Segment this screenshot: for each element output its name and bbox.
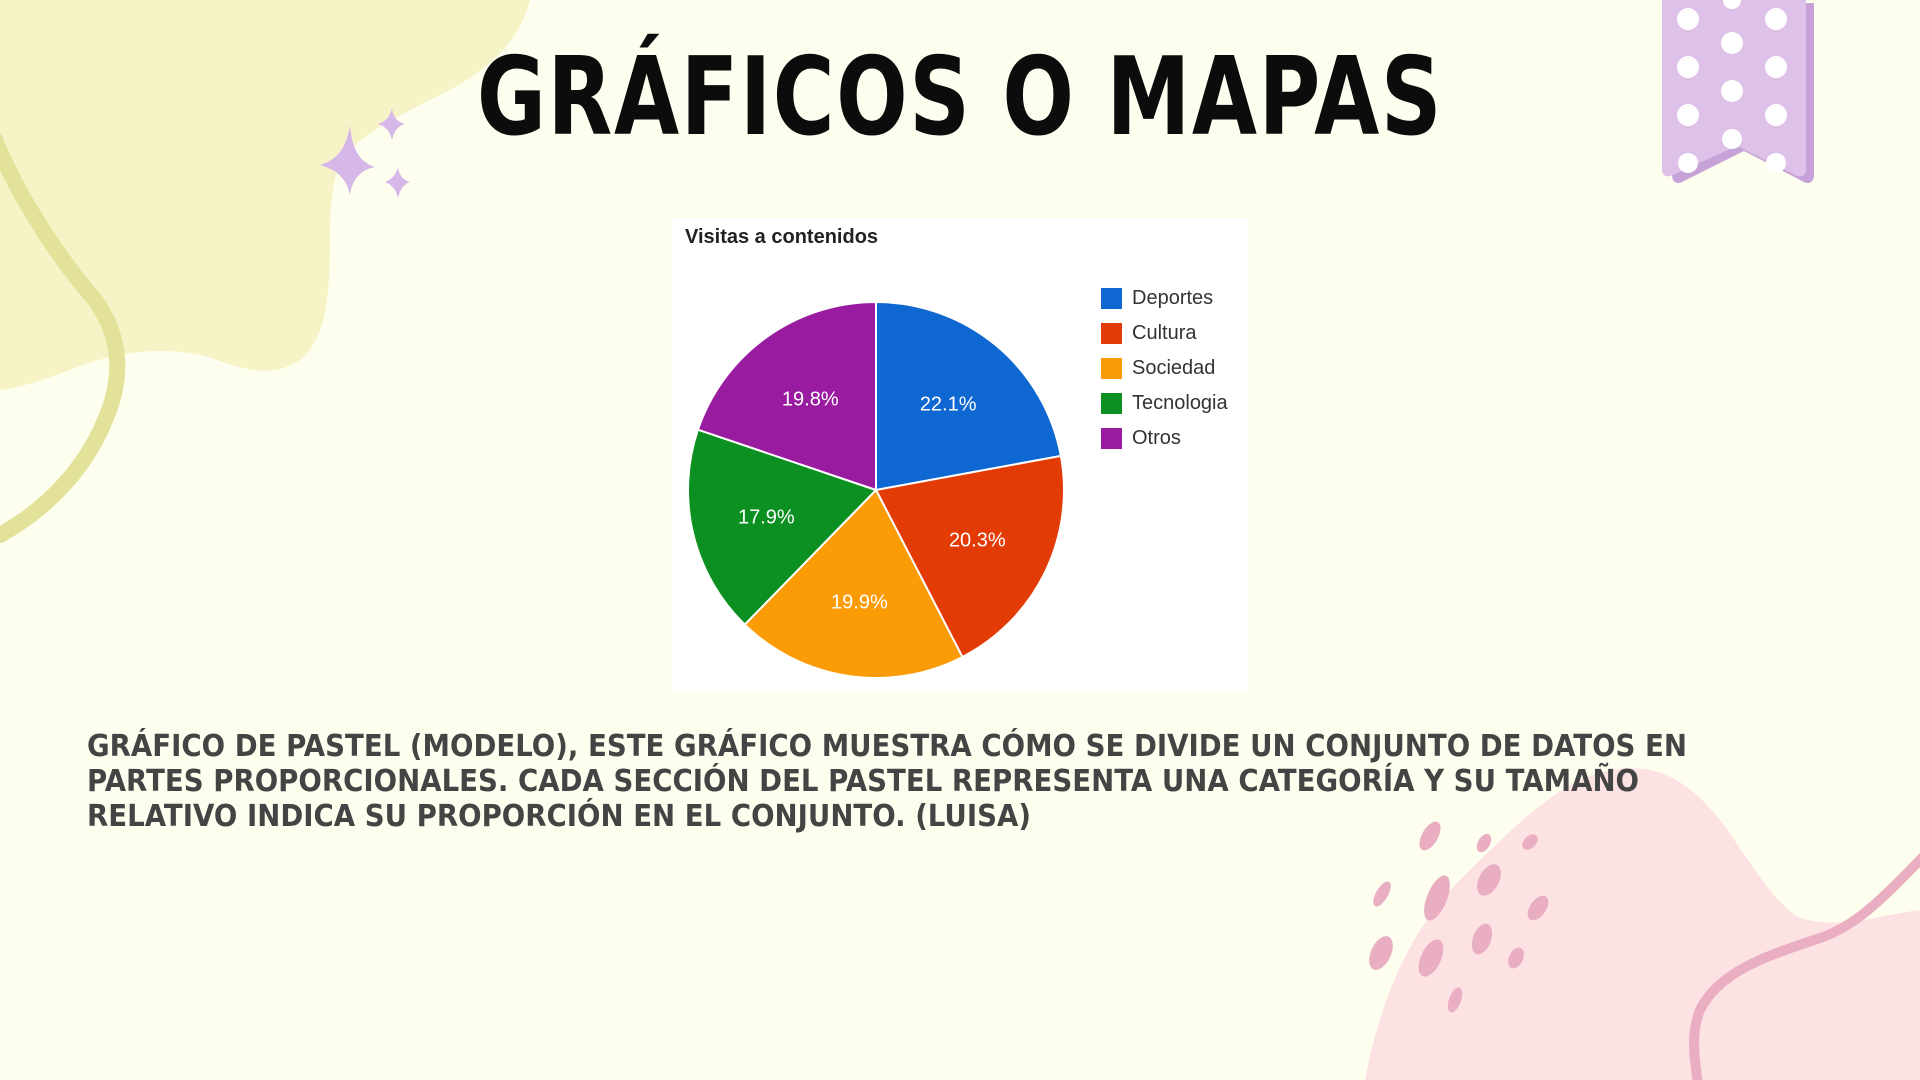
pie-slice-deportes <box>875 300 1063 492</box>
legend-swatch <box>1101 323 1122 344</box>
slide-description: GRÁFICO DE PASTEL (MODELO), ESTE GRÁFICO… <box>87 729 1687 834</box>
pie-slice-cultura <box>874 454 1066 659</box>
legend-item-cultura: Cultura <box>1101 316 1228 351</box>
legend-item-deportes: Deportes <box>1101 281 1228 316</box>
legend-item-sociedad: Sociedad <box>1101 351 1228 386</box>
pie-slice-label: 19.8% <box>782 388 839 410</box>
pie-slice-tecnologia <box>687 428 878 627</box>
chart-legend: Deportes Cultura Sociedad Tecnologia Otr… <box>1101 281 1228 456</box>
pie-slice-label: 22.1% <box>920 393 977 415</box>
pie-slice-label: 17.9% <box>738 506 795 528</box>
pie-slice-label: 19.9% <box>831 592 888 614</box>
slide-title: GRÁFICOS O MAPAS <box>476 35 1444 160</box>
pie-slice-sociedad <box>743 488 964 679</box>
legend-swatch <box>1101 358 1122 379</box>
legend-label: Sociedad <box>1132 357 1216 379</box>
legend-item-otros: Otros <box>1101 421 1228 456</box>
legend-swatch <box>1101 288 1122 309</box>
chart-title: Visitas a contenidos <box>685 226 879 248</box>
legend-swatch <box>1101 393 1122 414</box>
pie-slice-otros <box>696 300 877 492</box>
legend-swatch <box>1101 428 1122 449</box>
legend-label: Deportes <box>1132 287 1214 309</box>
legend-label: Otros <box>1132 427 1181 449</box>
legend-label: Tecnologia <box>1132 392 1228 414</box>
legend-item-tecnologia: Tecnologia <box>1101 386 1228 421</box>
pie-slice-label: 20.3% <box>949 530 1006 552</box>
legend-label: Cultura <box>1132 322 1197 344</box>
